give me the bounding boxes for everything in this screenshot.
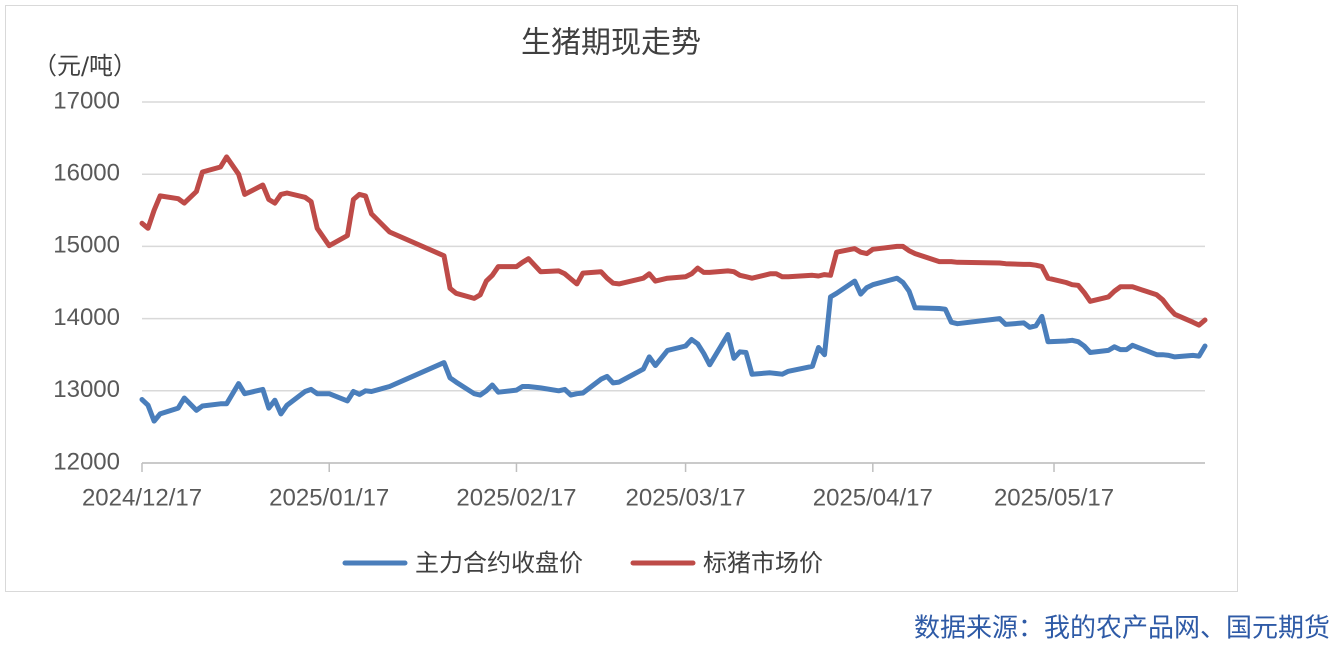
source-note: 数据来源：我的农产品网、国元期货 <box>914 614 1330 644</box>
chart-title: 生猪期现走势 <box>521 26 701 61</box>
y-axis-unit: （元/吨） <box>33 52 137 80</box>
x-tick-label: 2024/12/17 <box>82 484 202 511</box>
legend-label: 主力合约收盘价 <box>415 549 583 577</box>
y-tick-label: 13000 <box>53 376 120 403</box>
y-tick-label: 14000 <box>53 304 120 331</box>
series-line <box>139 275 1208 424</box>
x-tick-label: 2025/05/17 <box>994 484 1114 511</box>
y-tick-label: 15000 <box>53 232 120 259</box>
x-tick-label: 2025/04/17 <box>813 484 933 511</box>
x-tick-label: 2025/03/17 <box>626 484 746 511</box>
y-tick-label: 12000 <box>53 448 120 475</box>
chart-border <box>5 5 1238 592</box>
y-tick-label: 16000 <box>53 160 120 187</box>
x-tick-label: 2025/02/17 <box>456 484 576 511</box>
legend-label: 标猪市场价 <box>703 549 823 577</box>
series-line <box>139 154 1208 328</box>
y-tick-label: 17000 <box>53 87 120 114</box>
x-tick-label: 2025/01/17 <box>269 484 389 511</box>
